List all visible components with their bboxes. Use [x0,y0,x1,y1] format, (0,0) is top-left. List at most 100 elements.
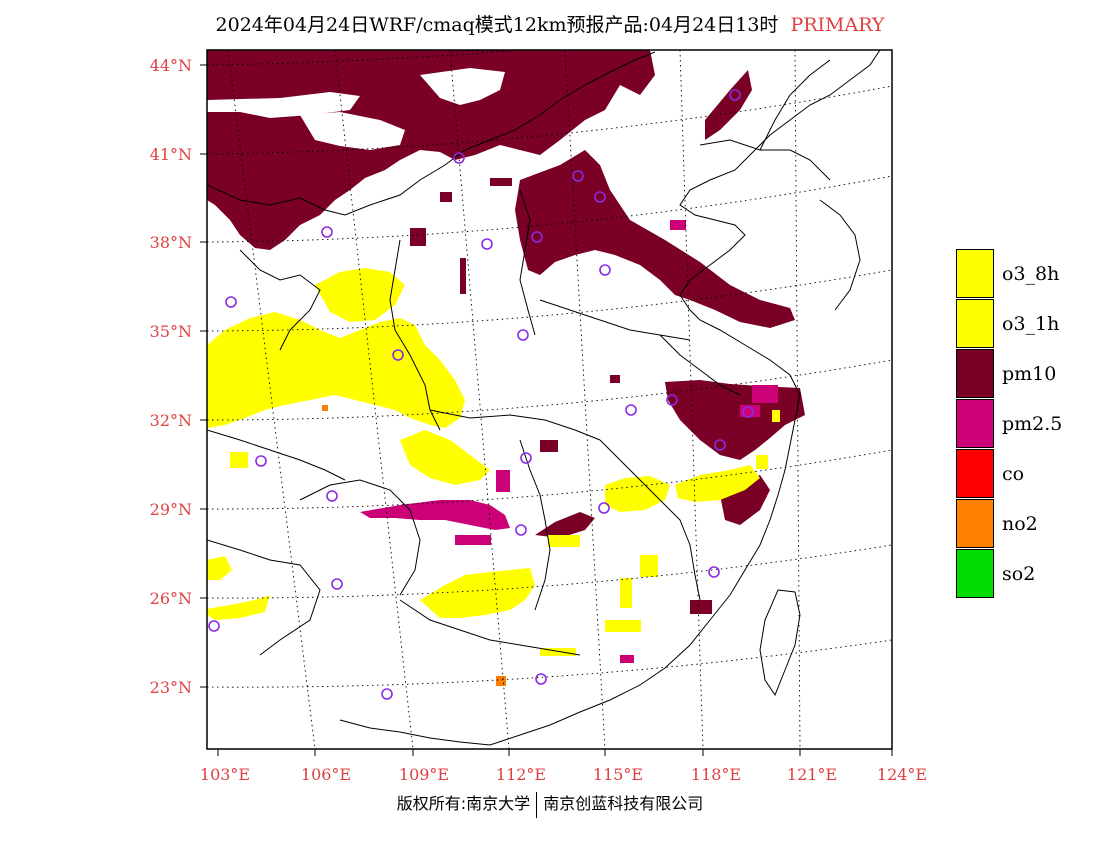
pm25-sichuan-east [360,500,510,530]
map-content [207,50,892,749]
o3-gansu [315,268,405,322]
o3-yunnan-strip [207,595,270,620]
pm10-north-plain [515,150,795,328]
lat-line-35 [207,269,892,332]
boundaries [207,50,881,746]
station-markers [208,89,754,700]
gap-central-north [500,245,528,290]
o3-west-edge [207,556,232,580]
o3-chongqing [400,430,490,485]
station-marker [625,404,637,416]
boundary-henan-shandong [539,299,691,341]
legend-swatch [956,499,994,548]
legend-swatch [956,449,994,498]
lat-line-38 [207,175,892,243]
legend-label: co [1002,463,1025,485]
title-main: 2024年04月24日WRF/cmaq模式12km预报产品:04月24日13时 [215,14,779,36]
pm25-region [360,220,778,663]
station-marker [742,406,754,418]
copyright-footer: 版权所有:南京大学 南京创蓝科技有限公司 [0,790,1100,818]
station-marker [321,226,333,238]
lon-label: 103°E [200,765,250,784]
boundary-hubei [429,409,601,441]
station-marker [729,89,741,101]
map-frame [206,49,893,750]
legend-swatch [956,299,994,348]
o3-west-large [207,312,465,428]
o3-zhejiang-coast [675,465,760,502]
station-marker [515,524,527,536]
boundary-hunan-jiangxi [519,439,551,611]
lat-label: 38°N [150,233,192,252]
boundary-shanxi-hebei [519,189,536,336]
gap-mongolia-2 [420,68,505,105]
pm10-hunan-strip [535,512,595,538]
lat-label: 41°N [150,145,192,164]
pm10-northeast-strip [705,70,752,140]
gap-mongolia-3 [300,112,405,150]
boundary-jiangxi-fujian [599,439,701,601]
station-marker [208,620,220,632]
pm10-gaps [207,68,528,290]
station-marker [517,329,529,341]
station-marker [594,191,606,203]
boundary-inner-mongolia [207,51,656,216]
station-marker [331,578,343,590]
legend-item-so2: so2 [956,549,1096,599]
station-marker [520,452,532,464]
station-marker [531,231,543,243]
boundary-korea [819,199,861,311]
station-marker [708,566,720,578]
station-marker [392,349,404,361]
boundary-taiwan [759,589,801,697]
boundary-jilin [759,59,831,151]
legend-item-o3-8h: o3_8h [956,249,1096,299]
legend-swatch [956,399,994,448]
boundary-yunnan [207,539,321,656]
page-title: 2024年04月24日WRF/cmaq模式12km预报产品:04月24日13时 P… [0,10,1100,37]
legend-label: o3_8h [1002,263,1060,285]
boundary-shaanxi [389,239,441,431]
lon-label: 112°E [496,765,546,784]
legend-item-pm25: pm2.5 [956,399,1096,449]
o3-guangxi [420,568,535,618]
gap-mongolia-1 [207,92,360,118]
station-marker [225,296,237,308]
legend-item-pm10: pm10 [956,349,1096,399]
footer-separator [536,791,538,818]
lat-line-32 [207,359,892,421]
legend-item-o3-1h: o3_1h [956,299,1096,349]
lat-label: 29°N [150,500,192,519]
station-marker [481,238,493,250]
lon-label: 118°E [691,765,741,784]
legend-label: so2 [1002,563,1036,585]
boundary-southern-coast [339,419,796,746]
lat-label: 44°N [150,56,192,75]
lat-label: 26°N [150,589,192,608]
no2-region [322,405,506,686]
boundary-ningxia-gansu [239,249,321,351]
legend-label: no2 [1002,513,1038,535]
legend-item-co: co [956,449,1096,499]
longitude-labels: 103°E 106°E 109°E 112°E 115°E 118°E 121°… [200,765,927,784]
lat-line-29 [207,449,892,510]
lon-line-109 [334,50,414,749]
station-marker [599,264,611,276]
legend-item-no2: no2 [956,499,1096,549]
graticule [207,50,892,749]
station-marker [572,170,584,182]
lon-label: 115°E [593,765,643,784]
station-marker [714,439,726,451]
legend-swatch [956,349,994,398]
boundary-guizhou [299,479,421,596]
lat-label: 32°N [150,411,192,430]
lat-label: 23°N [150,678,192,697]
axis-ticks [200,64,893,756]
latitude-labels: 44°N 41°N 38°N 35°N 32°N 29°N 26°N 23°N [150,56,192,697]
station-marker [598,502,610,514]
lon-line-112 [449,50,510,749]
boundary-east-coast [679,50,881,421]
station-marker [255,455,267,467]
legend-label: pm10 [1002,363,1057,385]
